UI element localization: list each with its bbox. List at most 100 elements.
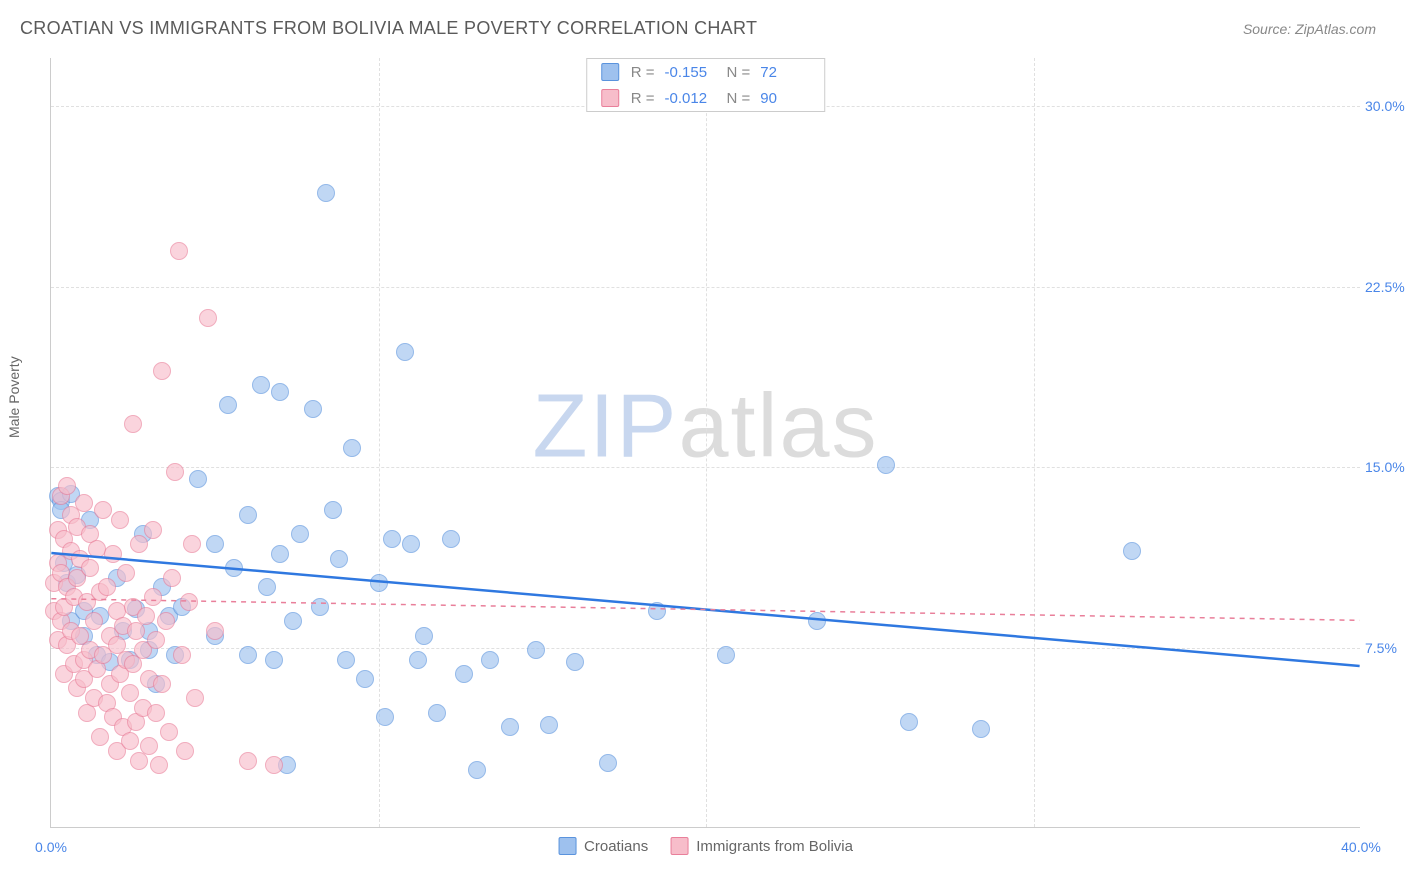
scatter-point (265, 756, 283, 774)
scatter-point (147, 704, 165, 722)
scatter-point (98, 578, 116, 596)
scatter-point (140, 737, 158, 755)
scatter-point (58, 477, 76, 495)
scatter-point (428, 704, 446, 722)
scatter-point (219, 396, 237, 414)
scatter-point (402, 535, 420, 553)
scatter-point (396, 343, 414, 361)
stats-r-label: R = (631, 64, 655, 81)
scatter-point (252, 376, 270, 394)
scatter-point (566, 653, 584, 671)
scatter-point (130, 535, 148, 553)
scatter-point (877, 456, 895, 474)
scatter-point (311, 598, 329, 616)
scatter-point (468, 761, 486, 779)
scatter-point (75, 494, 93, 512)
stats-swatch (601, 63, 619, 81)
stats-swatch (601, 89, 619, 107)
chart-container: ZIPatlas 7.5%15.0%22.5%30.0%0.0%40.0% R … (50, 58, 1360, 828)
legend-label: Croatians (584, 838, 648, 855)
chart-header: CROATIAN VS IMMIGRANTS FROM BOLIVIA MALE… (0, 0, 1406, 47)
scatter-point (376, 708, 394, 726)
scatter-point (144, 521, 162, 539)
scatter-point (370, 574, 388, 592)
scatter-point (186, 689, 204, 707)
stats-row: R = -0.012 N = 90 (587, 85, 825, 111)
y-tick-label: 30.0% (1365, 98, 1406, 114)
scatter-point (183, 535, 201, 553)
chart-title: CROATIAN VS IMMIGRANTS FROM BOLIVIA MALE… (20, 18, 757, 39)
scatter-point (104, 545, 122, 563)
y-tick-label: 22.5% (1365, 279, 1406, 295)
scatter-point (324, 501, 342, 519)
scatter-point (271, 545, 289, 563)
scatter-point (383, 530, 401, 548)
stats-n-label: N = (727, 90, 751, 107)
scatter-point (317, 184, 335, 202)
stats-n-label: N = (727, 64, 751, 81)
scatter-point (337, 651, 355, 669)
scatter-point (121, 732, 139, 750)
scatter-point (88, 540, 106, 558)
scatter-point (170, 242, 188, 260)
stats-row: R = -0.155 N = 72 (587, 59, 825, 85)
scatter-point (900, 713, 918, 731)
scatter-point (206, 535, 224, 553)
y-axis-label: Male Poverty (6, 356, 22, 438)
scatter-point (173, 646, 191, 664)
scatter-point (409, 651, 427, 669)
scatter-point (147, 631, 165, 649)
scatter-point (291, 525, 309, 543)
stats-r-value: -0.012 (665, 90, 715, 107)
legend-item: Immigrants from Bolivia (670, 837, 853, 855)
scatter-point (415, 627, 433, 645)
stats-n-value: 90 (760, 90, 810, 107)
scatter-point (117, 564, 135, 582)
scatter-point (199, 309, 217, 327)
chart-source: Source: ZipAtlas.com (1243, 21, 1376, 37)
scatter-point (225, 559, 243, 577)
scatter-point (91, 728, 109, 746)
scatter-point (189, 470, 207, 488)
scatter-point (206, 622, 224, 640)
scatter-point (599, 754, 617, 772)
scatter-point (137, 607, 155, 625)
scatter-point (176, 742, 194, 760)
scatter-point (972, 720, 990, 738)
stats-n-value: 72 (760, 64, 810, 81)
scatter-point (94, 501, 112, 519)
legend-item: Croatians (558, 837, 648, 855)
gridline-vertical (706, 58, 707, 827)
scatter-point (121, 684, 139, 702)
scatter-point (239, 752, 257, 770)
legend-swatch (558, 837, 576, 855)
chart-legend: Croatians Immigrants from Bolivia (558, 837, 853, 855)
scatter-point (343, 439, 361, 457)
scatter-point (330, 550, 348, 568)
scatter-point (258, 578, 276, 596)
scatter-point (153, 675, 171, 693)
scatter-point (265, 651, 283, 669)
scatter-point (455, 665, 473, 683)
stats-r-value: -0.155 (665, 64, 715, 81)
scatter-point (239, 506, 257, 524)
scatter-point (124, 415, 142, 433)
scatter-point (540, 716, 558, 734)
y-tick-label: 7.5% (1365, 640, 1406, 656)
stats-r-label: R = (631, 90, 655, 107)
y-tick-label: 15.0% (1365, 459, 1406, 475)
x-tick-label: 0.0% (35, 839, 67, 855)
scatter-point (284, 612, 302, 630)
scatter-point (527, 641, 545, 659)
scatter-point (163, 569, 181, 587)
stats-box: R = -0.155 N = 72 R = -0.012 N = 90 (586, 58, 826, 112)
scatter-point (304, 400, 322, 418)
scatter-point (144, 588, 162, 606)
scatter-point (481, 651, 499, 669)
scatter-point (85, 612, 103, 630)
scatter-point (111, 511, 129, 529)
scatter-point (1123, 542, 1141, 560)
scatter-point (717, 646, 735, 664)
scatter-point (442, 530, 460, 548)
gridline-vertical (1034, 58, 1035, 827)
